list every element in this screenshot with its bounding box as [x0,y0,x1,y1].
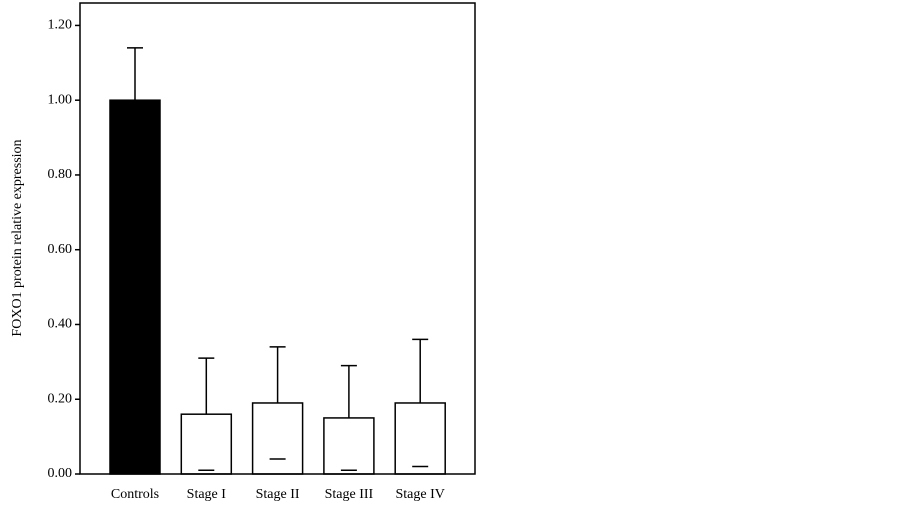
bar [180,413,233,475]
x-tick-label: Controls [111,487,159,502]
y-tick-label: 0.80 [48,167,73,182]
y-axis-label: FOXO1 protein relative expression [10,139,25,336]
y-tick-label: 1.20 [48,18,73,33]
bar [394,402,446,475]
x-tick-label: Stage I [187,487,227,502]
bar [323,417,375,475]
bar [109,99,161,475]
bar [251,402,304,475]
x-tick-label: Stage II [256,487,300,502]
y-tick-label: 0.20 [48,391,73,406]
y-tick-label: 1.00 [48,92,73,107]
plot-frame [79,2,476,475]
x-tick-label: Stage III [325,487,374,502]
y-tick-label: 0.00 [48,466,73,481]
x-tick-label: Stage IV [396,487,445,502]
y-tick-label: 0.40 [48,317,73,332]
y-tick-label: 0.60 [48,242,73,257]
